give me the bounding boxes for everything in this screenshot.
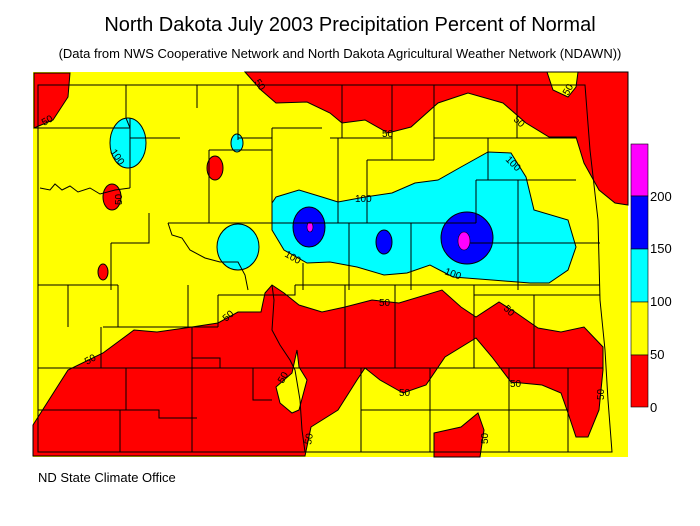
legend-swatch-100-150	[630, 248, 649, 303]
legend-swatch-150-200	[630, 195, 649, 250]
region-below-50-blob-3	[97, 263, 109, 281]
legend-swatch-50-100	[630, 301, 649, 356]
contour-label: 100	[355, 194, 372, 205]
contour-label: 50	[596, 388, 607, 400]
county-boundaries	[34, 84, 613, 453]
color-legend: 0 50 100 150 200	[630, 143, 672, 415]
legend-tick: 150	[650, 241, 672, 256]
contour-label: 50	[276, 370, 291, 386]
contour-label: 50	[561, 82, 576, 98]
region-100-150-central	[271, 151, 577, 284]
legend-swatch-0-50	[630, 354, 649, 408]
region-below-50-south-blob	[433, 412, 485, 458]
region-100-150-small	[230, 133, 244, 153]
legend-tick: 50	[650, 347, 664, 362]
contour-label: 50	[379, 298, 391, 309]
region-above-200-east	[457, 231, 471, 251]
contour-label: 50	[83, 352, 99, 367]
contour-label: 50	[399, 388, 411, 399]
map-subtitle: (Data from NWS Cooperative Network and N…	[58, 46, 622, 61]
region-below-50-blob-1	[206, 155, 224, 181]
contour-label: 50	[303, 432, 316, 445]
region-above-200-west	[306, 221, 314, 233]
contour-label: 50	[510, 379, 522, 390]
contour-label: 50	[480, 432, 491, 444]
region-below-50-blob-2	[102, 183, 122, 211]
legend-tick: 0	[650, 400, 657, 415]
region-100-150-nw	[109, 117, 147, 169]
legend-tick: 100	[650, 294, 672, 309]
region-below-50-south	[32, 284, 604, 457]
contour-label: 50	[40, 113, 56, 128]
legend-swatch-above-200	[630, 143, 649, 197]
region-150-200-middle	[375, 229, 393, 255]
map-title: North Dakota July 2003 Precipitation Per…	[104, 14, 596, 36]
contour-label: 50	[382, 129, 394, 140]
region-100-150-west-central	[216, 223, 260, 271]
footer-credit: ND State Climate Office	[38, 470, 176, 485]
legend-tick: 200	[650, 189, 672, 204]
region-below-50-northwest	[33, 72, 71, 129]
contour-label: 50	[114, 193, 125, 205]
region-below-50-north	[243, 71, 629, 206]
